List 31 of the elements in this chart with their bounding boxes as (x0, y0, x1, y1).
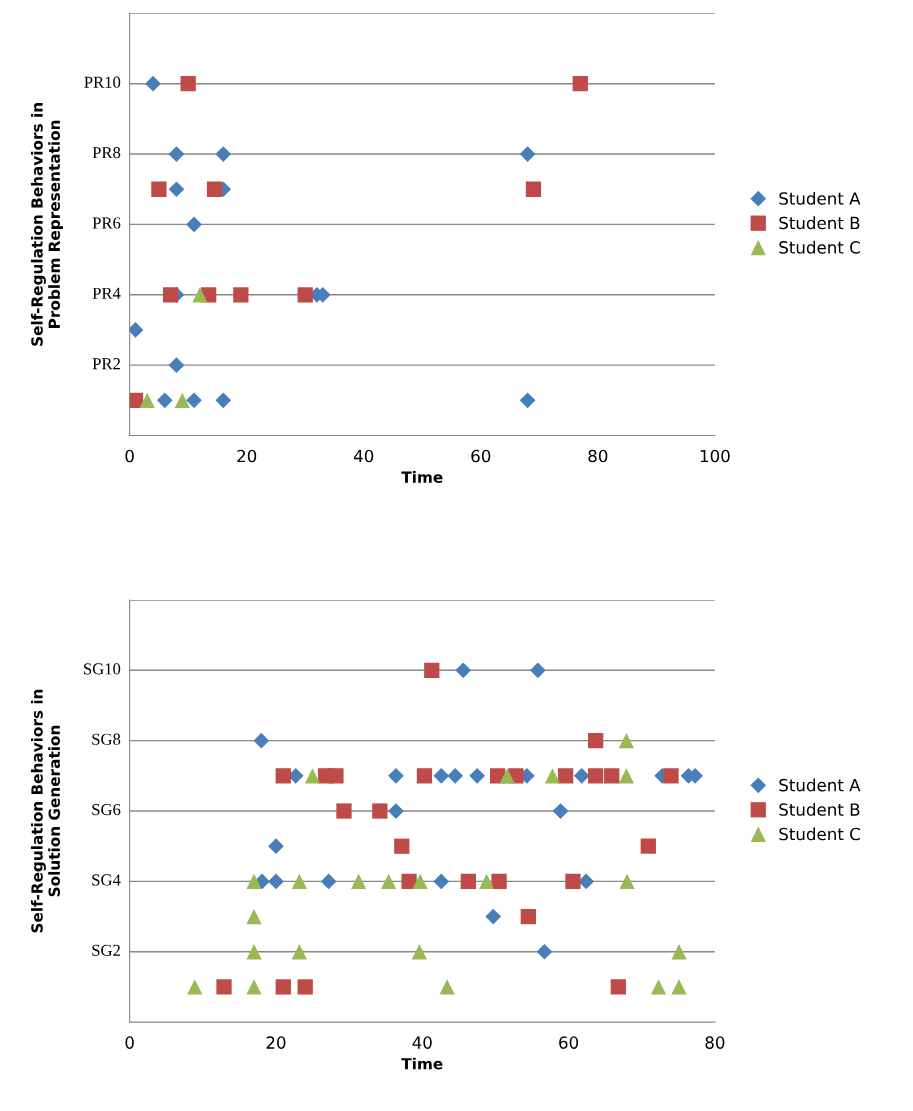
ref-line-label: PR6 (92, 217, 121, 229)
ref-line-label: PR2 (92, 358, 120, 370)
ref-line-label: SG8 (92, 733, 121, 745)
x-tick-label: 100 (700, 449, 730, 463)
ref-line-label: PR4 (92, 287, 121, 299)
x-tick-label: 60 (559, 1036, 579, 1049)
ref-line-label: PR8 (92, 146, 121, 159)
x-tick-label: 40 (353, 449, 374, 463)
ref-line-label: SG4 (92, 874, 121, 886)
x-tick-label: 20 (237, 449, 257, 463)
x-axis-title: Time (401, 471, 443, 483)
x-tick-label: 40 (412, 1036, 432, 1049)
y-axis-title: Self-Regulation Behaviors in Problem Representation (30, 103, 63, 346)
legend-label: Student C (779, 827, 860, 841)
legend-label: Student B (779, 216, 860, 230)
legend-label: Student C (779, 240, 860, 254)
x-tick-label: 20 (266, 1036, 286, 1049)
x-tick-label: 80 (588, 449, 608, 463)
x-tick-label: 60 (471, 449, 491, 463)
y-axis-title: Self-Regulation Behaviors in Solution Generation (30, 689, 61, 933)
ref-line-label: PR10 (84, 76, 121, 88)
legend-label: Student A (779, 778, 861, 792)
x-tick-label: 80 (705, 1036, 725, 1049)
x-tick-label: 0 (125, 449, 134, 463)
legend-label: Student A (779, 191, 861, 205)
x-tick-label: 0 (125, 1036, 134, 1049)
ref-line-label: SG2 (92, 944, 120, 956)
x-axis-title: Time (401, 1057, 443, 1070)
legend-label: Student B (779, 802, 860, 816)
ref-line-label: SG10 (84, 663, 121, 675)
ref-line-label: SG6 (92, 804, 121, 816)
